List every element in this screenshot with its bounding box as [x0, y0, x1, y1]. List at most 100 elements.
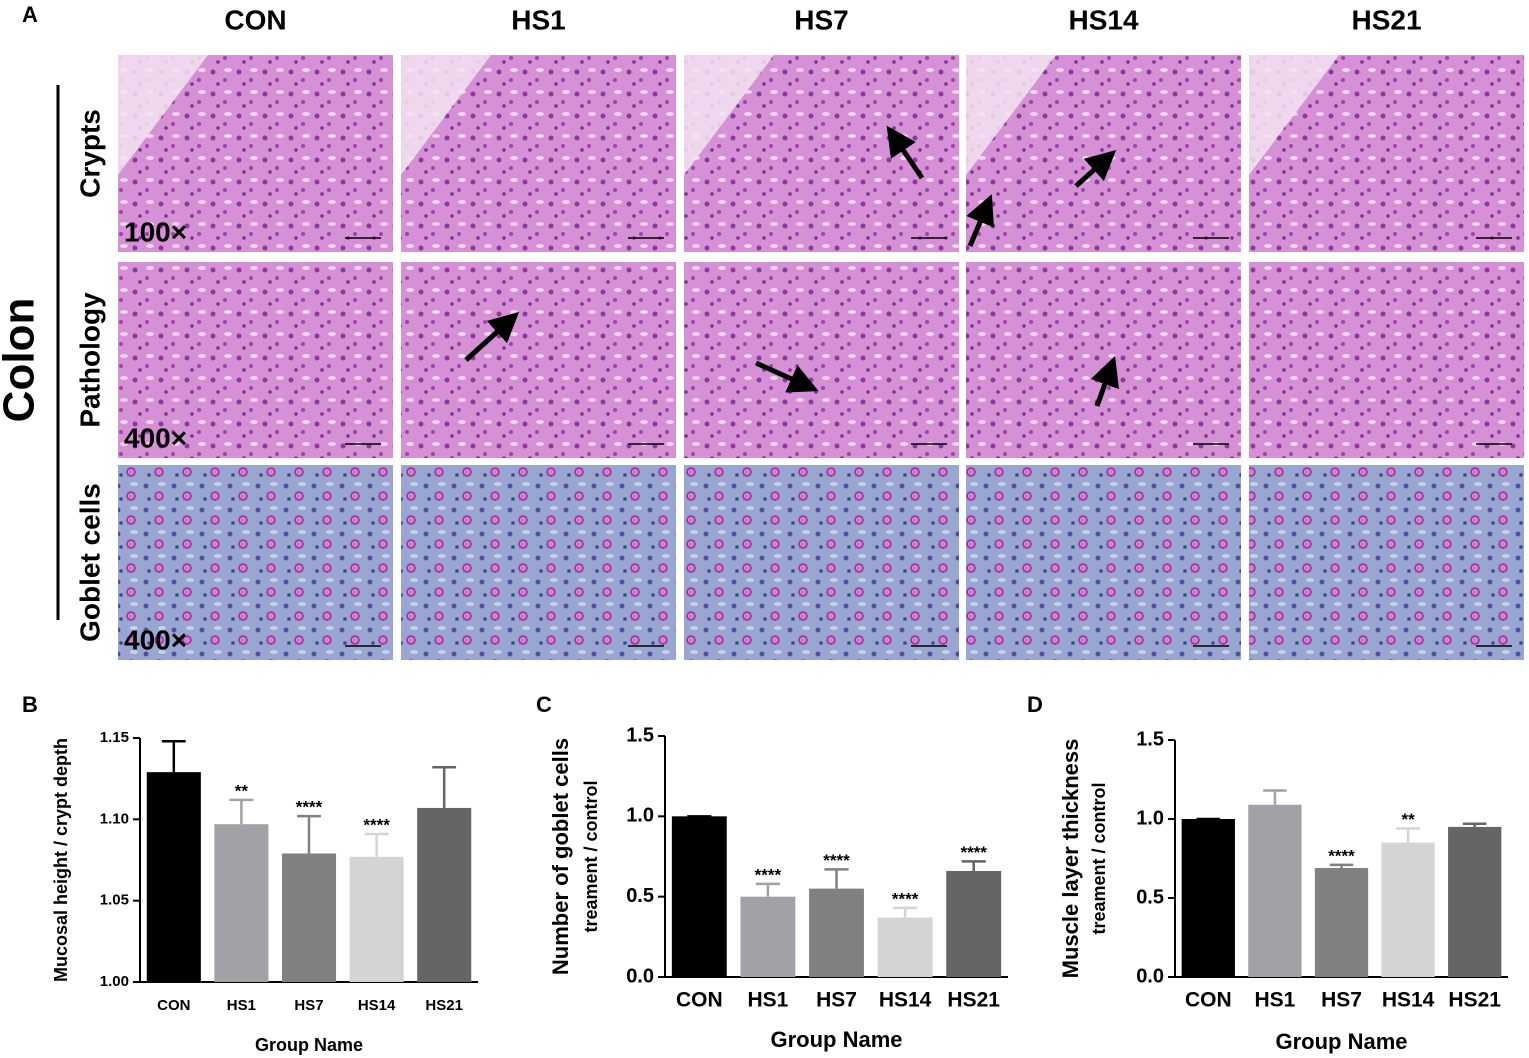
y-tick-label: 1.10 — [100, 810, 129, 827]
error-bar — [893, 906, 918, 918]
error-bar — [824, 868, 849, 889]
bar — [1381, 842, 1435, 977]
y-tick-label: 0.0 — [1136, 965, 1164, 987]
significance-label: **** — [755, 865, 782, 884]
x-tick-label: HS7 — [1321, 989, 1362, 1012]
x-axis-label: Group Name — [770, 1027, 902, 1052]
y-tick-label: 1.5 — [1136, 728, 1164, 750]
panel-label: D — [1027, 692, 1043, 717]
error-bar — [1329, 863, 1354, 868]
magnification: 400× — [124, 422, 187, 453]
significance-label: **** — [363, 815, 390, 834]
x-tick-label: HS14 — [358, 997, 396, 1014]
micrograph — [684, 262, 959, 458]
micrograph — [1249, 465, 1524, 660]
error-bar — [297, 814, 321, 854]
y-tick-label: 1.5 — [626, 724, 654, 746]
column-header: HS7 — [794, 4, 848, 35]
bar — [671, 816, 727, 977]
bar — [1448, 826, 1502, 977]
micrograph — [401, 262, 676, 458]
bar — [1314, 867, 1369, 977]
x-axis-label: Group Name — [1275, 1029, 1407, 1054]
column-header: HS1 — [511, 4, 565, 35]
bar — [809, 888, 864, 977]
error-bar — [432, 766, 457, 808]
bar — [417, 807, 472, 982]
micrograph-background — [966, 55, 1056, 175]
y-tick-label: 0.0 — [626, 965, 654, 987]
bar — [281, 853, 337, 982]
bar — [877, 917, 933, 977]
micrograph — [966, 262, 1241, 458]
y-axis-label: treament / control — [1089, 782, 1109, 934]
x-tick-label: HS1 — [227, 997, 256, 1014]
micrograph — [684, 465, 959, 660]
significance-label: **** — [892, 889, 919, 908]
x-tick-label: HS21 — [947, 989, 1000, 1012]
bar — [214, 824, 269, 982]
x-axis-label: Group Name — [255, 1035, 363, 1055]
magnification: 400× — [124, 624, 187, 655]
micrograph-background — [684, 55, 774, 175]
error-bar — [1263, 789, 1287, 805]
side-label: Colon — [0, 298, 44, 423]
error-bar — [229, 798, 254, 825]
error-bar — [1462, 822, 1487, 827]
row-label: Goblet cells — [74, 483, 105, 642]
column-header: HS14 — [1068, 4, 1138, 35]
row-label: Crypts — [74, 109, 105, 198]
y-axis-label: Muscle layer thickness — [1058, 739, 1083, 979]
x-tick-label: HS21 — [425, 997, 463, 1014]
row-label: Pathology — [74, 292, 105, 428]
y-axis-label: Number of goblet cells — [548, 738, 573, 975]
y-tick-label: 1.05 — [100, 892, 129, 909]
panel-label: B — [22, 692, 38, 717]
x-tick-label: HS1 — [747, 989, 788, 1012]
micrograph-background — [401, 55, 491, 175]
y-tick-label: 1.15 — [100, 729, 129, 746]
bar — [946, 870, 1002, 977]
y-tick-label: 0.5 — [626, 885, 654, 907]
micrograph — [1249, 262, 1524, 458]
arrows — [464, 125, 1120, 407]
y-tick-label: 0.5 — [1136, 886, 1164, 908]
bar — [1181, 819, 1235, 977]
bar — [1248, 804, 1302, 977]
x-tick-label: CON — [1185, 989, 1232, 1012]
x-tick-label: CON — [157, 997, 190, 1014]
micrograph — [118, 262, 393, 458]
x-tick-label: HS14 — [879, 989, 932, 1012]
micrograph — [966, 465, 1241, 660]
bar — [349, 856, 404, 982]
panel-label: A — [22, 2, 38, 27]
bar — [146, 772, 201, 982]
significance-label: **** — [960, 843, 987, 862]
significance-label: **** — [1328, 846, 1355, 865]
x-tick-label: HS7 — [294, 997, 323, 1014]
micrograph-background — [118, 55, 208, 175]
bar — [740, 896, 796, 977]
y-axis-label: treament / control — [581, 780, 601, 932]
x-tick-label: HS14 — [1382, 989, 1435, 1012]
x-tick-label: HS21 — [1448, 989, 1501, 1012]
panel-a: A Colon — [0, 2, 60, 620]
y-tick-label: 1.0 — [626, 805, 654, 827]
error-bar — [961, 860, 986, 871]
y-tick-label: 1.00 — [100, 973, 129, 990]
x-tick-label: HS7 — [816, 989, 857, 1012]
significance-label: **** — [823, 851, 850, 870]
y-axis-label: Mucosal height / crypt depth — [51, 738, 71, 982]
significance-label: ** — [235, 781, 249, 800]
magnification: 100× — [124, 216, 187, 247]
x-tick-label: HS1 — [1254, 989, 1295, 1012]
error-bar — [364, 832, 389, 857]
micrograph — [118, 465, 393, 660]
column-header: CON — [224, 4, 286, 35]
x-tick-label: CON — [676, 989, 723, 1012]
error-bar — [755, 882, 780, 897]
significance-label: **** — [296, 798, 323, 817]
error-bar — [1396, 827, 1420, 843]
column-header: HS21 — [1351, 4, 1421, 35]
